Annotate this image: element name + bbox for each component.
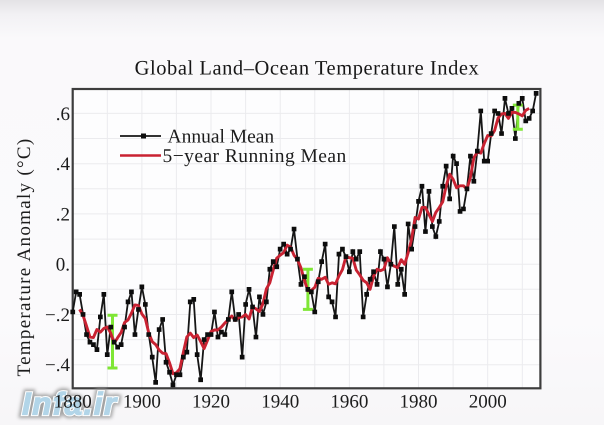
svg-text:Global Land–Ocean Temperature: Global Land–Ocean Temperature Index	[135, 58, 480, 80]
svg-text:.4: .4	[56, 154, 71, 175]
svg-text:2000: 2000	[469, 392, 507, 413]
svg-text:−.2: −.2	[45, 305, 70, 326]
svg-text:1920: 1920	[192, 392, 230, 413]
svg-text:Temperature Anomaly (°C): Temperature Anomaly (°C)	[14, 137, 35, 376]
svg-text:Infa.ir: Infa.ir	[22, 386, 118, 422]
svg-text:5−year Running Mean: 5−year Running Mean	[163, 146, 347, 167]
svg-text:1900: 1900	[123, 392, 161, 413]
svg-text:0.: 0.	[56, 255, 70, 276]
svg-text:1940: 1940	[261, 392, 299, 413]
svg-text:1880: 1880	[54, 392, 92, 413]
svg-text:Infa.ir: Infa.ir	[22, 386, 118, 422]
svg-text:1960: 1960	[330, 392, 368, 413]
svg-text:.6: .6	[56, 104, 70, 125]
svg-text:Infa.ir: Infa.ir	[22, 386, 118, 422]
svg-text:1980: 1980	[400, 392, 438, 413]
svg-text:−.4: −.4	[45, 355, 70, 376]
svg-text:.2: .2	[56, 204, 70, 225]
svg-text:Annual Mean: Annual Mean	[168, 126, 275, 147]
